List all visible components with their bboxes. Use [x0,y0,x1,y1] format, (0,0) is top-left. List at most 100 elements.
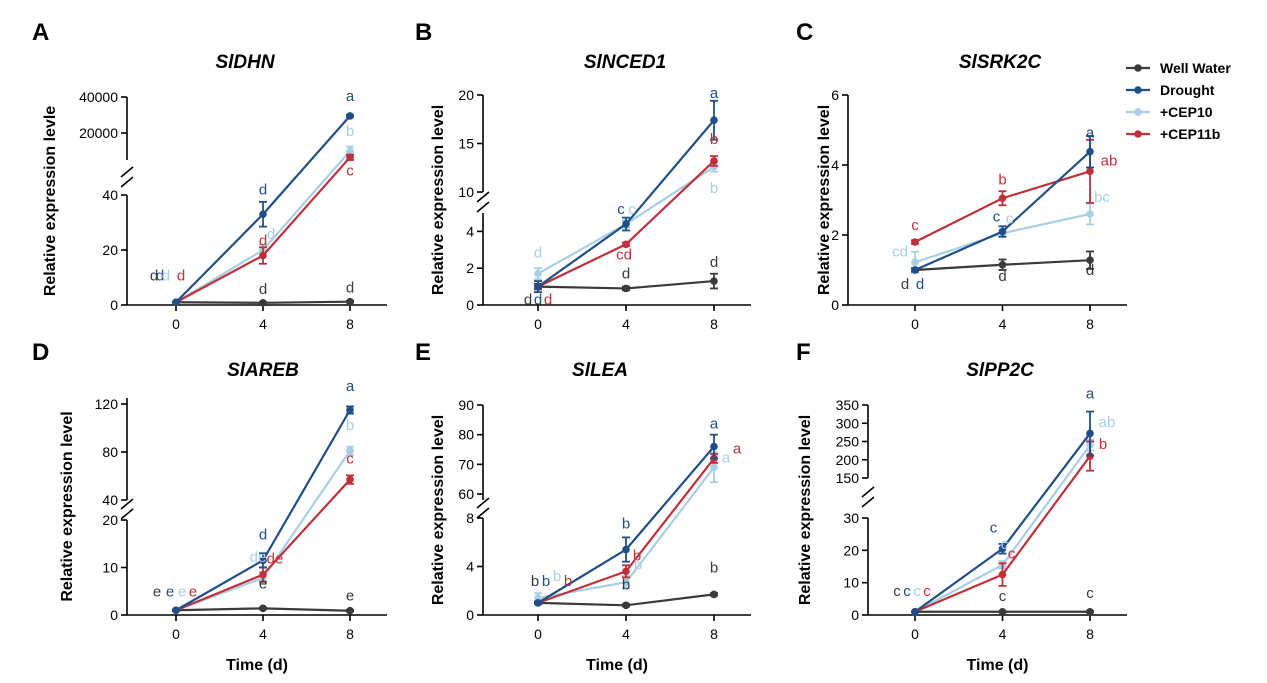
y-axis-label: Relative expression level [430,415,447,605]
data-point [346,475,354,484]
significance-letter: a [710,416,719,433]
y-tick-label: 20 [843,542,859,558]
y-tick-label: 80 [102,444,118,460]
data-point [622,284,630,293]
data-point [172,606,180,615]
data-point [534,599,542,607]
significance-letter: bc [1094,189,1110,206]
x-tick-label: 4 [999,316,1007,332]
series-line [914,150,1091,272]
x-tick-label: 4 [622,316,630,332]
significance-letter: d [622,265,630,282]
significance-letter: d [1086,262,1094,279]
y-axis-label: Relative expression level [816,105,833,295]
x-tick-label: 0 [534,316,542,332]
axis-break-mark [120,498,134,510]
significance-letter: a [1086,385,1095,402]
x-tick-label: 4 [259,626,267,642]
legend-item: Drought [1126,82,1215,98]
axis-break-mark [476,497,490,509]
legend-marker [1134,86,1142,94]
legend-marker [1134,108,1142,116]
series-drought [172,112,354,307]
y-tick-label: 40000 [79,89,118,105]
significance-letter: c [903,583,911,600]
y-tick-label: 250 [836,434,860,450]
y-tick-label: 150 [836,470,860,486]
y-tick-label: 10 [843,575,859,591]
data-point [259,299,267,307]
y-tick-label: 0 [466,607,474,623]
significance-letter: e [166,583,174,600]
significance-letter: b [553,568,561,585]
y-tick-label: 8 [466,510,474,526]
y-axis-label: Relative expression level [430,105,447,295]
y-tick-label: 200 [836,452,860,468]
y-tick-label: 20 [102,242,118,258]
data-point [1086,607,1094,616]
x-tick-label: 8 [346,626,354,642]
significance-letter: c [893,583,901,600]
data-point [346,447,354,455]
panel-letter: C [796,19,813,46]
significance-letter: b [710,180,718,197]
x-axis-label: Time (d) [226,657,288,674]
data-point [1086,256,1094,265]
significance-letter: d [710,254,718,271]
series-drought [911,135,1094,274]
y-tick-label: 350 [836,397,860,413]
y-tick-label: 300 [836,415,860,431]
y-tick-label: 0 [110,297,118,313]
legend-marker [1134,130,1142,138]
y-tick-label: 6 [831,87,839,103]
data-point [259,570,267,579]
significance-letter: a [722,449,731,466]
significance-letter: c [617,201,625,218]
significance-letter: d [177,267,185,284]
legend-label: +CEP11b [1160,126,1220,142]
y-tick-label: 80 [458,427,474,443]
data-point [259,210,267,219]
y-tick-label: 0 [831,297,839,313]
y-tick-label: 10 [458,184,474,200]
significance-letter: cd [892,243,908,260]
y-tick-label: 0 [851,607,859,623]
data-point [346,606,354,615]
y-axis-label: Relative expression levle [42,106,59,296]
significance-letter: a [346,378,355,395]
significance-letter: c [346,162,354,179]
series-drought [172,405,354,615]
data-point [710,116,718,125]
data-point [622,578,630,587]
data-point [346,147,354,155]
panel-F: F SlPP2C Relative expression level 0 10 20 30 1… [796,339,1127,674]
significance-letter: d [150,267,158,284]
y-tick-label: 2 [831,227,839,243]
significance-letter: e [189,583,197,600]
significance-letter: a [710,85,719,102]
legend-item: +CEP11b [1126,126,1220,142]
significance-letter: d [267,226,275,243]
y-tick-label: 60 [458,486,474,502]
x-tick-label: 8 [1086,316,1094,332]
series-cep11b [172,474,354,615]
significance-letter: c [346,451,354,468]
significance-letter: a [1086,125,1095,142]
data-point [1086,210,1094,218]
significance-letter: d [901,276,909,293]
significance-letter: d [259,181,267,198]
significance-letter: b [1099,436,1107,453]
axis-break-mark [476,507,490,519]
data-point [911,266,919,274]
data-point [622,240,630,249]
significance-letter: c [999,588,1007,605]
data-point [622,567,630,576]
significance-letter: d [259,281,267,298]
panel-title: SlDHN [215,52,275,73]
y-tick-label: 70 [458,456,474,472]
y-axis-label: Relative expression level [59,411,76,601]
significance-letter: b [346,417,354,434]
